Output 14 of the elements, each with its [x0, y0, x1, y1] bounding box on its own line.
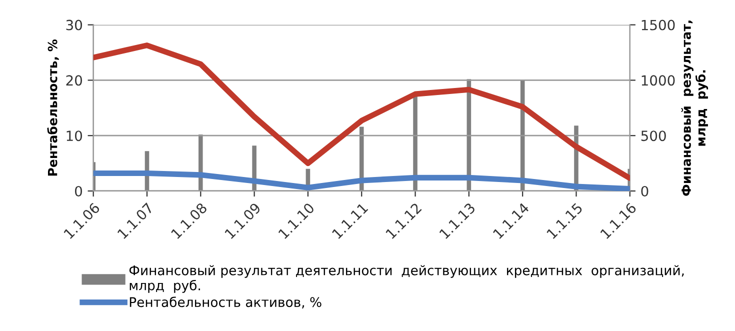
bar: [198, 134, 203, 191]
y-tick-label: 10: [66, 130, 82, 142]
y-tick-label: 0: [75, 186, 82, 196]
y-tick-label: 30: [66, 20, 82, 30]
y-tick-label: 20: [66, 75, 82, 86]
y2-tick-label: 0: [641, 186, 648, 196]
y-axis-title: Рентабельность, %: [47, 39, 59, 176]
legend-label: Рентабельность активов, %: [130, 296, 322, 308]
y2-tick-label: 1500: [642, 20, 675, 30]
bar: [359, 126, 364, 191]
y2-tick-label: 500: [641, 130, 666, 142]
y2-tick-label: 1000: [642, 75, 675, 86]
y2-axis-title: Финансовый результат, млрд руб.: [681, 20, 708, 196]
legend-label: Финансовый результат деятельности действующих кредитных организаций, млрд руб.: [129, 265, 684, 293]
